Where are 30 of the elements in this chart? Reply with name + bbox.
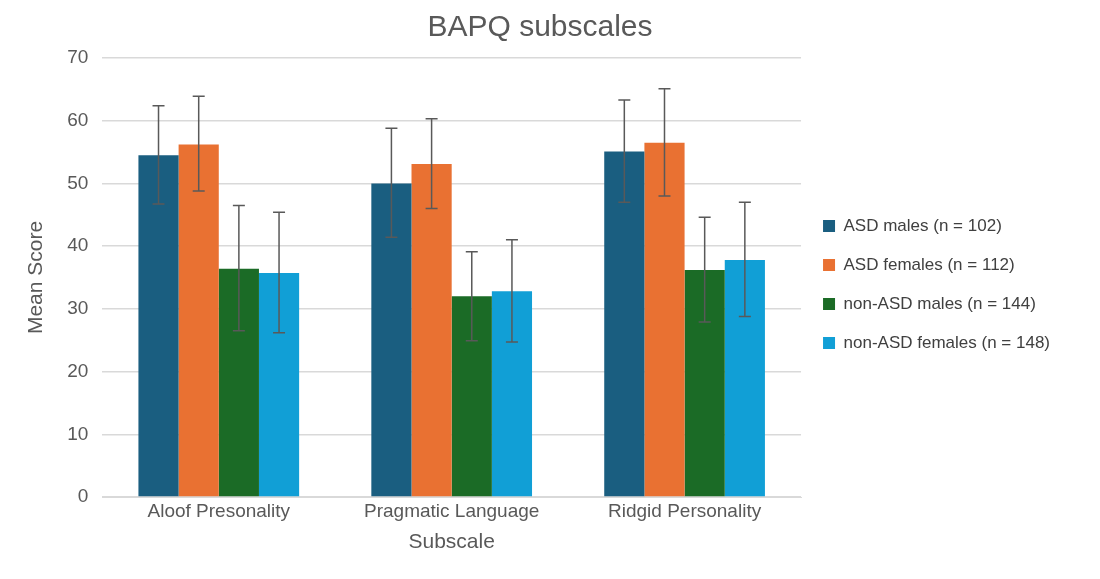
bar xyxy=(644,142,685,497)
legend-label: ASD males (n = 102) xyxy=(843,215,1002,235)
bar xyxy=(371,183,412,497)
y-tick-label: 10 xyxy=(67,422,89,444)
y-tick-label: 0 xyxy=(77,485,89,507)
y-tick-label: 30 xyxy=(67,297,89,319)
y-tick-label: 40 xyxy=(67,234,89,256)
legend-label: ASD females (n = 112) xyxy=(843,254,1015,274)
y-tick-label: 70 xyxy=(67,46,89,68)
x-axis-title: Subscale xyxy=(408,529,495,553)
legend-label: non-ASD females (n = 148) xyxy=(843,332,1050,352)
bar xyxy=(258,273,300,497)
bar xyxy=(411,163,452,497)
bar xyxy=(684,269,725,497)
x-tick-label: Ridgid Personality xyxy=(608,499,762,521)
bar xyxy=(491,291,533,497)
legend-label: non-ASD males (n = 144) xyxy=(843,293,1036,313)
chart-title: BAPQ subscales xyxy=(427,9,653,43)
bar xyxy=(451,296,492,497)
y-tick-label: 20 xyxy=(67,359,89,381)
bar xyxy=(178,144,219,497)
y-axis-title: Mean Score xyxy=(23,220,47,335)
bar xyxy=(604,151,645,497)
x-tick-label: Pragmatic Language xyxy=(364,499,540,521)
bar xyxy=(724,259,765,497)
x-tick-label: Aloof Presonality xyxy=(147,499,291,521)
y-tick-label: 50 xyxy=(67,171,89,193)
y-tick-label: 60 xyxy=(67,108,89,130)
bar xyxy=(138,155,179,497)
bar xyxy=(218,268,259,497)
